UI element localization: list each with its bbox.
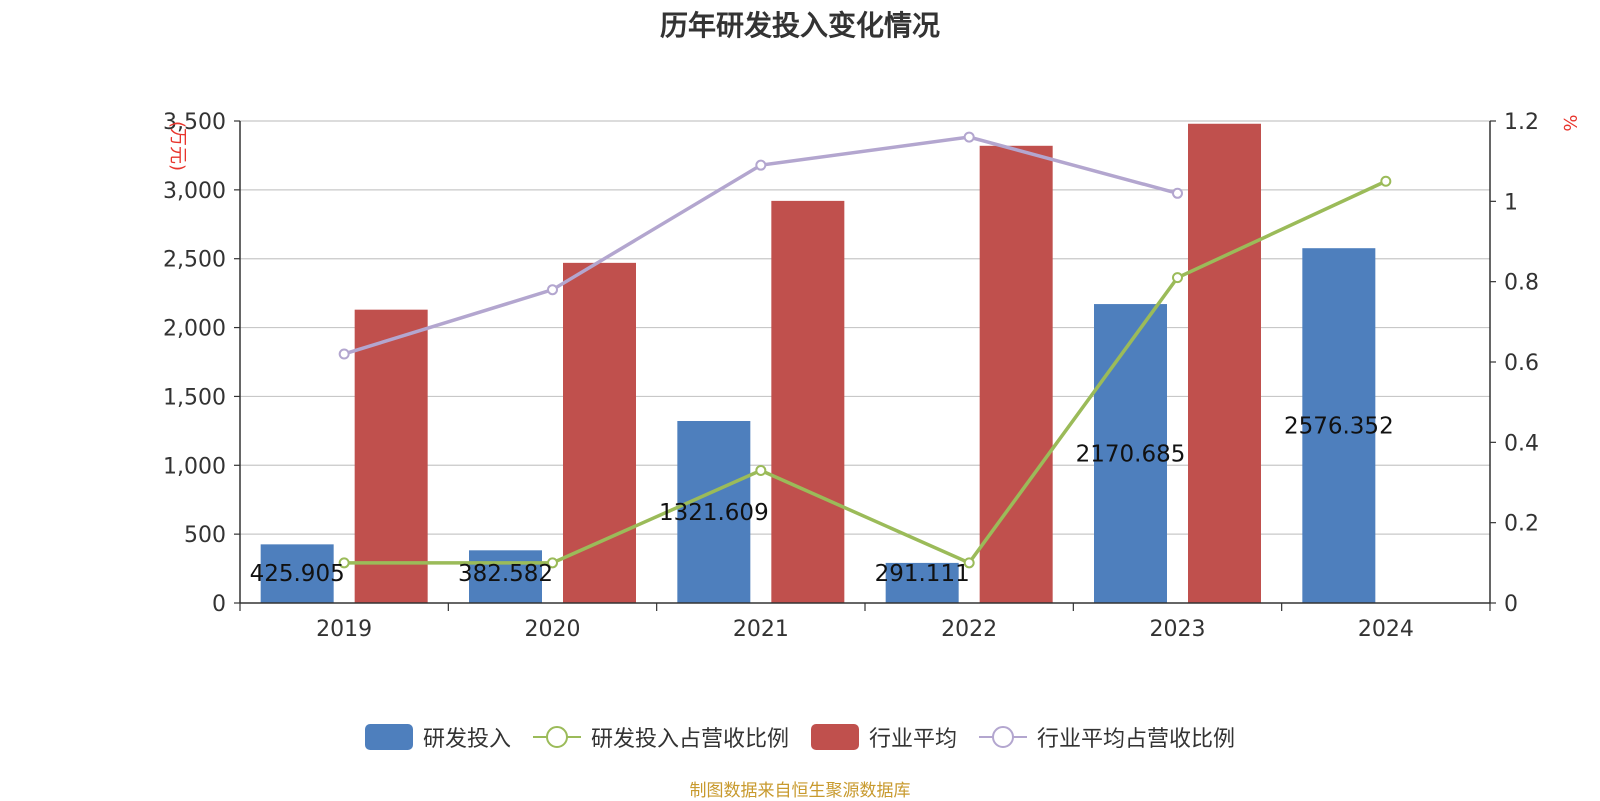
point-rd-ratio — [755, 464, 767, 476]
point-industry-ratio — [547, 284, 558, 296]
bar-rd-investment — [885, 562, 959, 603]
y-left-tick-label: 0 — [212, 592, 226, 617]
bar-industry-average — [979, 145, 1053, 603]
chart-title: 历年研发投入变化情况 — [659, 9, 940, 42]
bars-layer — [260, 123, 1376, 604]
y-left-tick-label: 2,000 — [163, 317, 226, 342]
y-left-tick-label: 3,000 — [163, 179, 226, 204]
bar-rd-investment — [677, 420, 751, 603]
bar-industry-average — [771, 200, 845, 604]
x-tick-label: 2019 — [316, 617, 372, 642]
legend-label-rd-investment: 研发投入 — [422, 727, 511, 752]
bar-rd-investment — [469, 550, 542, 603]
grid-lines — [240, 120, 1490, 535]
y-right-tick-label: 0.8 — [1504, 271, 1539, 296]
point-rd-ratio — [338, 557, 350, 569]
legend-swatch-rd-investment — [364, 724, 413, 750]
data-label-rd-investment: 2170.685 — [1076, 442, 1186, 468]
point-rd-ratio — [547, 557, 558, 569]
bar-rd-investment — [1094, 304, 1167, 603]
point-industry-ratio — [755, 159, 767, 171]
data-label-rd-investment: 2576.352 — [1284, 414, 1394, 440]
point-industry-ratio — [1172, 187, 1183, 199]
line-rd-ratio — [344, 179, 1387, 566]
legend-label-rd-ratio: 研发投入占营收比例 — [590, 727, 789, 752]
legend-item-industry-average[interactable]: 行业平均 — [811, 721, 957, 753]
y-right-tick-label: 0.4 — [1504, 431, 1539, 456]
y-right-axis-label: % — [1559, 114, 1580, 131]
x-tick-label: 2024 — [1358, 617, 1414, 642]
y-left-tick-label: 1,000 — [163, 454, 226, 479]
y-left-tick-label: 1,500 — [163, 385, 226, 410]
y-right-tick-label: 1.2 — [1504, 110, 1539, 135]
bar-industry-average — [354, 309, 428, 603]
y-left-tick-label: 3,500 — [163, 110, 226, 135]
data-label-rd-investment: 382.582 — [458, 561, 553, 587]
legend-item-industry-ratio[interactable]: 行业平均占营收比例 — [979, 721, 1235, 753]
legend-item-rd-investment[interactable]: 研发投入 — [364, 721, 511, 753]
y-right-tick-label: 0 — [1504, 592, 1518, 617]
legend-label-industry-average: 行业平均 — [869, 727, 958, 752]
x-tick-label: 2021 — [733, 617, 789, 642]
bar-rd-investment — [260, 544, 334, 603]
x-tick-label: 2022 — [941, 617, 997, 642]
data-label-rd-investment: 291.111 — [875, 561, 970, 587]
axes-layer: 0 500 1,000 1,500 2,000 2,500 3,000 3,500 0 0.2 0.… — [163, 110, 1580, 642]
legend-item-rd-ratio[interactable]: 研发投入占营收比例 — [532, 721, 789, 753]
legend-swatch-industry-average — [811, 724, 859, 750]
lines-layer — [338, 131, 1392, 569]
legend: 研发投入 研发投入占营收比例 行业平均 行业平均占营收比例 — [0, 720, 1600, 754]
legend-label-industry-ratio: 行业平均占营收比例 — [1037, 727, 1236, 752]
point-rd-ratio — [1172, 272, 1183, 284]
y-left-tick-label: 500 — [184, 523, 226, 548]
y-left-tick-label: 2,500 — [163, 248, 226, 273]
bar-rd-investment — [1302, 248, 1376, 603]
x-tick-label: 2023 — [1150, 617, 1206, 642]
legend-swatch-rd-ratio — [532, 724, 581, 750]
y-left-axis-label: (万元) — [167, 121, 188, 171]
point-rd-ratio — [1380, 175, 1392, 187]
bar-industry-average — [563, 262, 636, 603]
point-industry-ratio — [963, 131, 975, 143]
legend-swatch-industry-ratio — [979, 724, 1028, 750]
y-right-tick-label: 0.2 — [1504, 512, 1539, 537]
data-label-rd-investment: 1321.609 — [659, 500, 769, 526]
data-labels-layer: 425.905 382.582 1321.609 291.111 2170.685 257… — [250, 414, 1394, 587]
point-industry-ratio — [338, 348, 350, 360]
x-tick-label: 2020 — [525, 617, 581, 642]
data-source-note: 制图数据来自恒生聚源数据库 — [689, 781, 911, 801]
point-rd-ratio — [963, 557, 975, 569]
y-right-tick-label: 1 — [1504, 190, 1518, 215]
bar-industry-average — [1188, 123, 1261, 604]
data-label-rd-investment: 425.905 — [250, 561, 345, 587]
y-right-tick-label: 0.6 — [1504, 351, 1539, 376]
